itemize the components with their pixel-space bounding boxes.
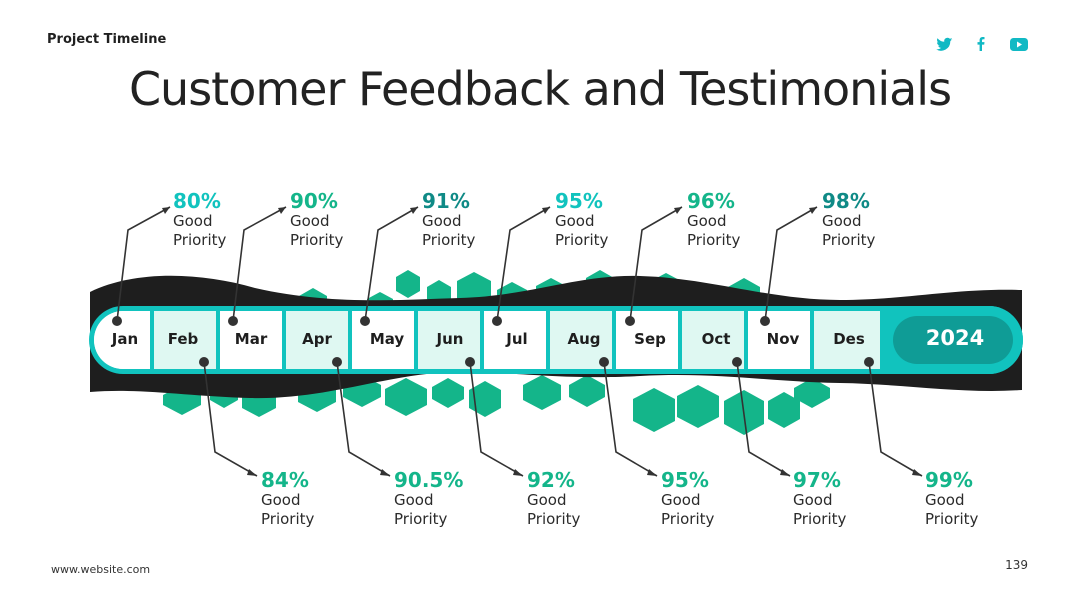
callout-label-line2: Priority	[290, 231, 344, 249]
month-oct: Oct	[701, 330, 731, 348]
callout-pct: 90.5%	[394, 468, 464, 492]
callout-label-line1: Good	[527, 491, 567, 509]
callout-label-line1: Good	[925, 491, 965, 509]
year-pill	[893, 316, 1013, 364]
connectors-top	[116, 206, 818, 322]
timeline-cells	[94, 311, 810, 369]
month-jan: Jan	[111, 330, 139, 348]
callout-label-line2: Priority	[394, 510, 448, 528]
callout-label-line2: Priority	[261, 510, 315, 528]
callout-pct: 90%	[290, 189, 338, 213]
arrowheads-bottom	[247, 469, 922, 476]
month-jun: Jun	[436, 330, 464, 348]
social-links	[936, 34, 1030, 56]
callout-jan: 80% Good Priority	[173, 190, 293, 250]
callout-sep: 96% Good Priority	[687, 190, 807, 250]
hexagon-decoration-bottom	[163, 375, 830, 435]
callout-label-line1: Good	[687, 212, 727, 230]
timeline-dividers	[150, 311, 814, 369]
callout-pct: 84%	[261, 468, 309, 492]
page-title: Customer Feedback and Testimonials	[128, 62, 952, 116]
callout-pct: 95%	[661, 468, 709, 492]
callout-label-line1: Good	[394, 491, 434, 509]
callout-nov: 98% Good Priority	[822, 190, 942, 250]
callout-pct: 96%	[687, 189, 735, 213]
month-jul: Jul	[506, 330, 528, 348]
callout-label-line1: Good	[173, 212, 213, 230]
callout-label-line1: Good	[793, 491, 833, 509]
callout-label-line2: Priority	[793, 510, 847, 528]
arrowheads-top	[162, 207, 817, 214]
callout-label-line2: Priority	[661, 510, 715, 528]
callout-pct: 92%	[527, 468, 575, 492]
year-label: 2024	[925, 326, 985, 350]
top-label: Project Timeline	[47, 32, 167, 47]
callout-label-line2: Priority	[687, 231, 741, 249]
youtube-icon[interactable]	[1010, 38, 1028, 51]
callout-oct: 97% Good Priority	[793, 469, 913, 529]
markers-top	[112, 316, 770, 326]
callout-pct: 95%	[555, 189, 603, 213]
callout-feb: 84% Good Priority	[261, 469, 381, 529]
callout-pct: 99%	[925, 468, 973, 492]
callout-jun: 92% Good Priority	[527, 469, 647, 529]
callout-label-line1: Good	[661, 491, 701, 509]
callout-pct: 91%	[422, 189, 470, 213]
callout-label-line2: Priority	[555, 231, 609, 249]
callout-label-line1: Good	[422, 212, 462, 230]
facebook-icon[interactable]	[977, 37, 985, 51]
callout-pct: 80%	[173, 189, 221, 213]
callout-label-line2: Priority	[422, 231, 476, 249]
callout-apr: 90.5% Good Priority	[394, 469, 514, 529]
callout-label-line2: Priority	[527, 510, 581, 528]
month-may: May	[369, 330, 405, 348]
callout-pct: 98%	[822, 189, 870, 213]
connectors-bottom	[203, 361, 923, 477]
month-des: Des	[833, 330, 865, 348]
callout-label-line1: Good	[555, 212, 595, 230]
markers-bottom	[199, 357, 874, 367]
month-feb: Feb	[167, 330, 199, 348]
footer-website[interactable]: www.website.com	[51, 563, 151, 576]
callout-label-line2: Priority	[173, 231, 227, 249]
callout-label-line1: Good	[290, 212, 330, 230]
page-number: 139	[1005, 558, 1028, 572]
callout-label-line2: Priority	[925, 510, 979, 528]
month-apr: Apr	[302, 330, 332, 348]
callout-jul: 95% Good Priority	[555, 190, 675, 250]
month-sep: Sep	[634, 330, 666, 348]
callout-des: 99% Good Priority	[925, 469, 1045, 529]
month-aug: Aug	[567, 330, 601, 348]
callout-label-line1: Good	[822, 212, 862, 230]
month-nov: Nov	[766, 330, 800, 348]
callout-label-line2: Priority	[822, 231, 876, 249]
callout-label-line1: Good	[261, 491, 301, 509]
callout-aug: 95% Good Priority	[661, 469, 781, 529]
twitter-icon[interactable]	[936, 37, 953, 51]
month-mar: Mar	[234, 330, 268, 348]
callout-may: 91% Good Priority	[422, 190, 542, 250]
callout-mar: 90% Good Priority	[290, 190, 410, 250]
callout-pct: 97%	[793, 468, 841, 492]
